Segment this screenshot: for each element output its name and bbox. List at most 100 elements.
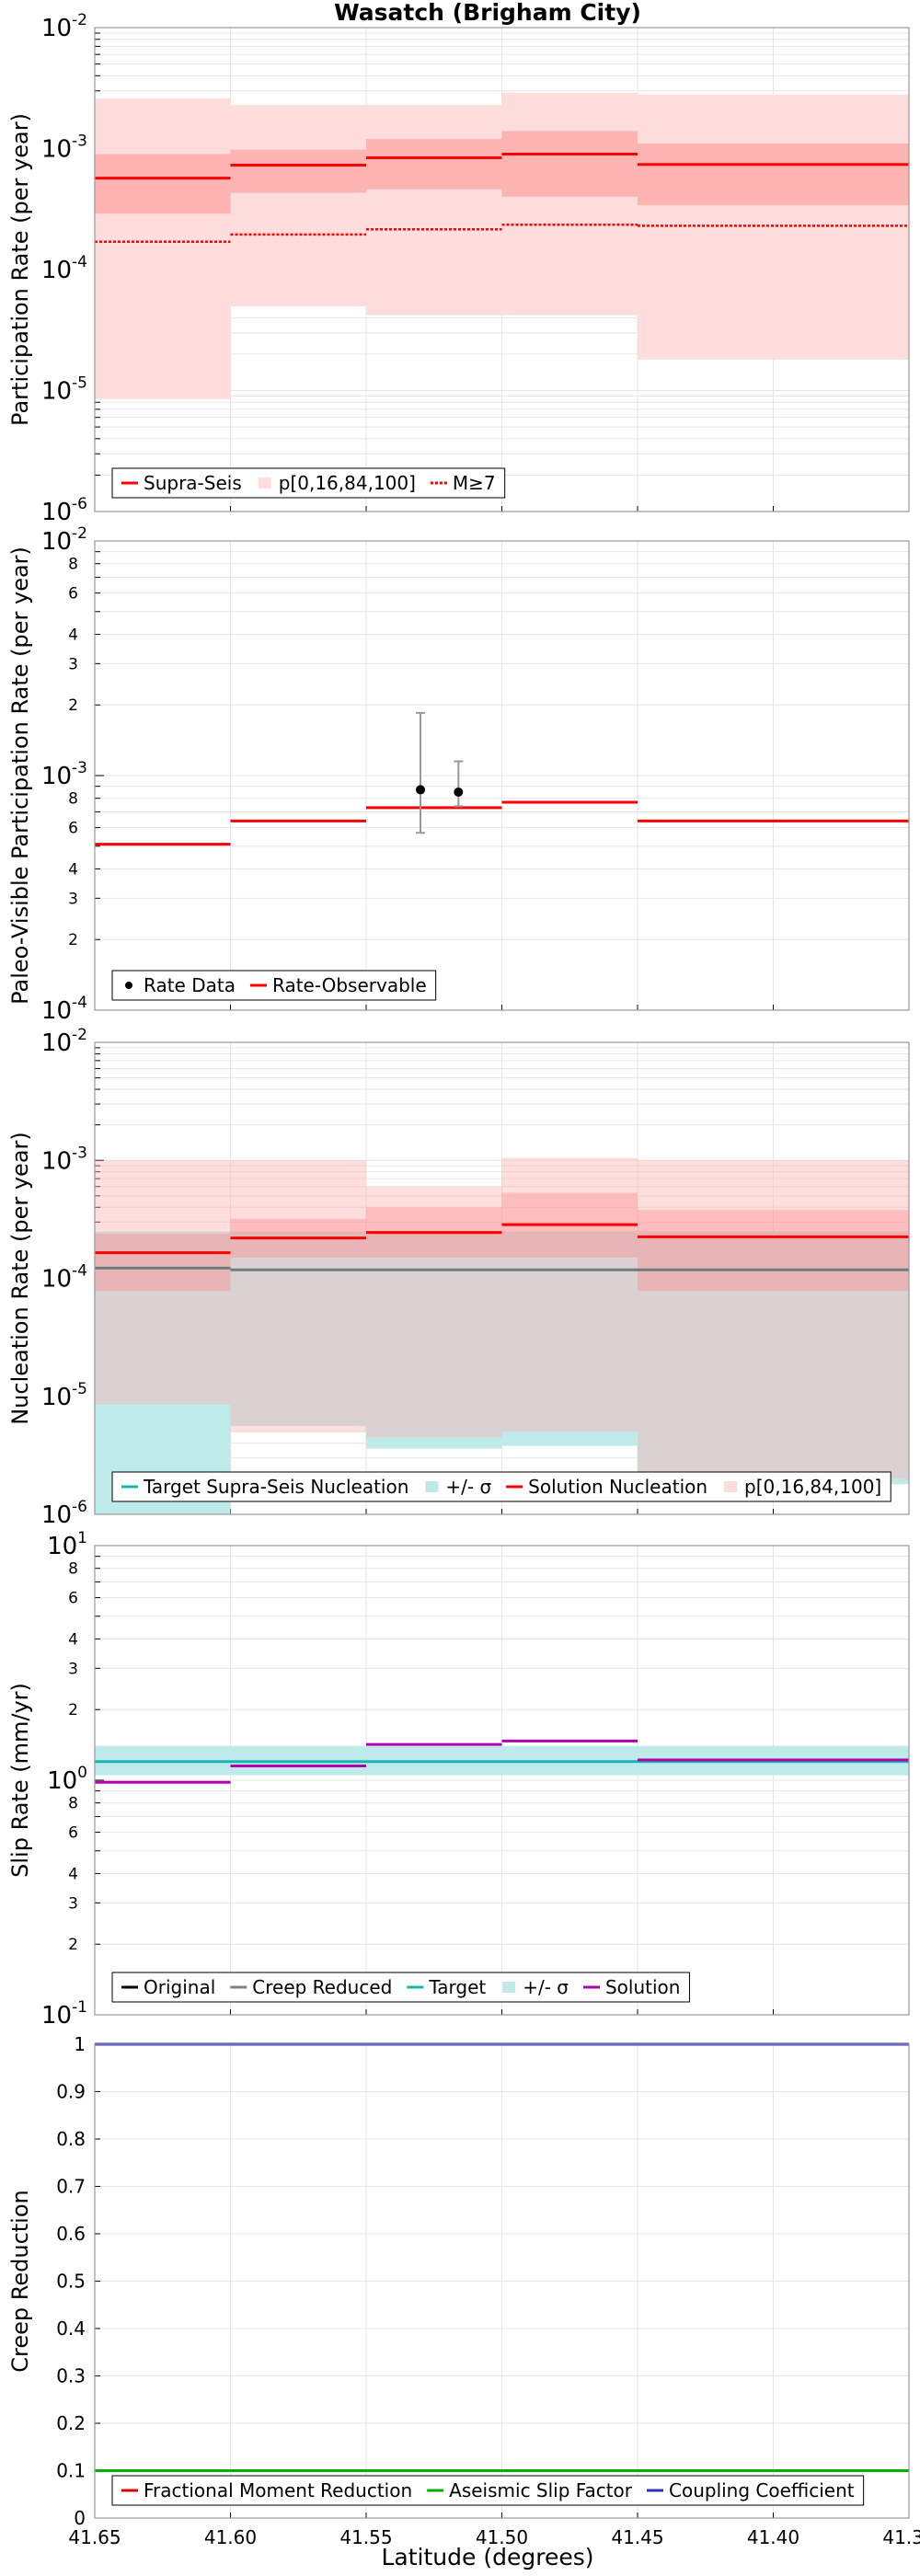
y-axis-label: Creep Reduction bbox=[7, 2190, 33, 2372]
y-tick-label: 4 bbox=[68, 1865, 78, 1883]
y-tick-label: 3 bbox=[68, 1894, 78, 1913]
y-tick-label: 0.5 bbox=[56, 2271, 86, 2293]
legend-label: +/- σ bbox=[445, 1476, 491, 1498]
range-band-outer bbox=[366, 1186, 502, 1438]
y-tick-label: 2 bbox=[68, 1936, 78, 1954]
y-tick-label: 10-5 bbox=[41, 374, 87, 406]
y-tick-label: 10-6 bbox=[41, 1498, 87, 1529]
y-tick-label: 10-3 bbox=[41, 132, 87, 164]
y-axis-label: Paleo-Visible Participation Rate (per ye… bbox=[7, 546, 33, 1005]
legend-label: Creep Reduced bbox=[252, 1976, 392, 1998]
x-tick-label: 41.60 bbox=[204, 2526, 257, 2548]
range-band-outer bbox=[366, 104, 502, 316]
sigma-band bbox=[638, 1231, 909, 1485]
y-tick-label: 3 bbox=[68, 890, 78, 908]
x-tick-label: 41.40 bbox=[747, 2526, 799, 2548]
range-band-inner bbox=[95, 154, 231, 214]
plot-border bbox=[94, 540, 910, 1011]
rate-data-point bbox=[416, 785, 425, 795]
y-tick-label: 0.1 bbox=[56, 2460, 86, 2482]
y-tick-label: 100 bbox=[47, 1764, 87, 1795]
sigma-band bbox=[501, 1231, 638, 1446]
range-band-outer bbox=[95, 1160, 231, 1405]
y-axis-label: Nucleation Rate (per year) bbox=[7, 1132, 33, 1425]
y-tick-label: 10-2 bbox=[41, 11, 87, 42]
rate-data-point bbox=[454, 787, 464, 797]
y-tick-label: 4 bbox=[68, 1630, 78, 1649]
plot-border bbox=[94, 1041, 910, 1515]
legend-label: M≥7 bbox=[453, 472, 496, 494]
y-tick-label: 4 bbox=[68, 626, 78, 644]
x-tick-label: 41.50 bbox=[476, 2526, 528, 2548]
y-tick-label: 10-3 bbox=[41, 1144, 87, 1175]
y-tick-label: 8 bbox=[68, 790, 78, 809]
y-tick-label: 10-2 bbox=[41, 524, 87, 556]
legend-label: Coupling Coefficient bbox=[669, 2479, 855, 2501]
legend-label: p[0,16,84,100] bbox=[279, 472, 416, 494]
y-tick-label: 0.8 bbox=[56, 2128, 86, 2150]
range-band-inner bbox=[95, 1233, 231, 1292]
y-tick-label: 10-2 bbox=[41, 1026, 87, 1057]
y-tick-label: 2 bbox=[68, 696, 78, 715]
y-tick-label: 0.6 bbox=[56, 2223, 86, 2245]
plot-border bbox=[94, 27, 910, 512]
legend-marker bbox=[258, 477, 271, 489]
legend-label: Supra-Seis bbox=[144, 472, 242, 494]
y-tick-label: 0.2 bbox=[56, 2412, 86, 2434]
y-tick-label: 0.3 bbox=[56, 2365, 86, 2387]
legend-box bbox=[111, 1471, 891, 1502]
y-tick-label: 10-5 bbox=[41, 1380, 87, 1411]
range-band-inner bbox=[230, 149, 366, 193]
y-tick-label: 0.7 bbox=[56, 2176, 86, 2198]
legend-label: +/- σ bbox=[523, 1976, 569, 1998]
legend-marker bbox=[502, 1982, 516, 1993]
range-band-outer bbox=[230, 1160, 366, 1432]
y-tick-label: 3 bbox=[68, 655, 78, 673]
legend-marker bbox=[125, 982, 132, 989]
y-tick-label: 10-1 bbox=[41, 1998, 87, 2030]
y-tick-label: 10-4 bbox=[41, 253, 87, 284]
y-axis-label: Slip Rate (mm/yr) bbox=[7, 1683, 33, 1878]
sigma-band bbox=[230, 1231, 366, 1427]
panel-3: 10-6 10-5 10-4 10-3 10-2 Nucleation Rate (per… bbox=[7, 1026, 910, 1529]
range-band-outer bbox=[95, 98, 231, 399]
legend-label: Rate Data bbox=[144, 974, 236, 996]
y-tick-label: 6 bbox=[68, 1824, 78, 1843]
y-tick-label: 4 bbox=[68, 860, 78, 879]
legend-label: Target Supra-Seis Nucleation bbox=[143, 1476, 408, 1498]
y-tick-label: 8 bbox=[68, 1560, 78, 1579]
panel-1: 10-6 10-5 10-4 10-3 10-2 Participation Rate (… bbox=[7, 11, 910, 526]
range-band-inner bbox=[501, 131, 638, 197]
x-tick-label: 41.45 bbox=[611, 2526, 663, 2548]
y-tick-label: 3 bbox=[68, 1660, 78, 1678]
y-tick-label: 2 bbox=[68, 931, 78, 949]
y-tick-label: 10-3 bbox=[41, 759, 87, 790]
legend-box bbox=[111, 467, 506, 499]
y-tick-label: 6 bbox=[68, 820, 78, 838]
legend-box bbox=[111, 2475, 865, 2506]
range-band-outer bbox=[501, 1157, 638, 1432]
x-tick-label: 41.35 bbox=[882, 2526, 920, 2548]
legend-label: Rate-Observable bbox=[272, 974, 427, 996]
y-tick-label: 1 bbox=[74, 2033, 86, 2055]
legend-label: p[0,16,84,100] bbox=[744, 1476, 881, 1498]
y-tick-label: 6 bbox=[68, 1590, 78, 1608]
legend-marker bbox=[724, 1481, 738, 1492]
y-tick-label: 6 bbox=[68, 585, 78, 604]
range-band-inner bbox=[366, 139, 502, 190]
plot-border bbox=[94, 1545, 910, 2016]
legend-label: Fractional Moment Reduction bbox=[144, 2479, 412, 2501]
panel-5: 0 0.1 0.2 0.3 0.4 0.5 0.6 0.7 0.8 0.9 1 Creep Reduc… bbox=[7, 2033, 920, 2548]
y-tick-label: 8 bbox=[68, 556, 78, 574]
range-band-inner bbox=[638, 1210, 909, 1292]
sigma-band bbox=[95, 1231, 231, 1514]
x-tick-label: 41.65 bbox=[68, 2526, 121, 2548]
range-band-inner bbox=[638, 144, 909, 206]
x-axis-label: Latitude (degrees) bbox=[382, 2544, 594, 2570]
y-axis-label: Participation Rate (per year) bbox=[7, 113, 33, 426]
range-band-outer bbox=[230, 104, 366, 306]
y-tick-label: 0.9 bbox=[56, 2081, 86, 2103]
